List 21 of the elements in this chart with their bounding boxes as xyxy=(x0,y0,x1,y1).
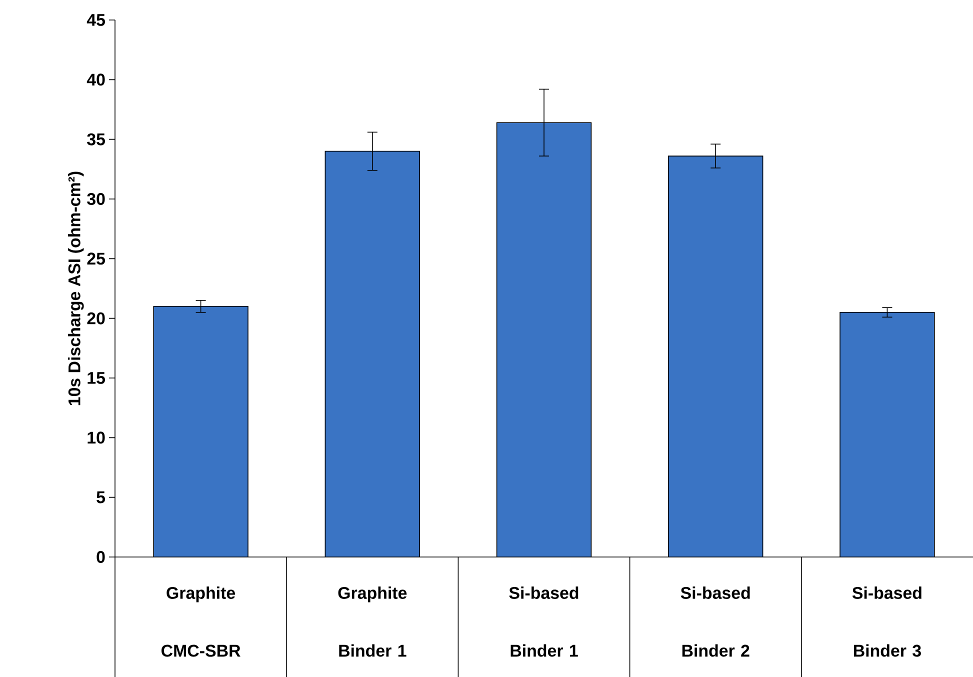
y-axis-title: 10s Discharge ASI (ohm-cm²) xyxy=(68,172,84,406)
bar xyxy=(840,312,935,557)
category-label: Si-based Binder 1 xyxy=(509,586,578,657)
bar xyxy=(496,122,592,557)
y-tick-label: 0 xyxy=(96,551,105,563)
y-tick-label: 45 xyxy=(86,14,106,26)
y-tick-label: 20 xyxy=(87,312,105,324)
bar xyxy=(153,306,248,557)
y-tick-label: 10 xyxy=(88,432,105,444)
bar xyxy=(324,150,420,557)
y-tick-label: 35 xyxy=(87,133,106,146)
category-label: Graphite Binder 1 xyxy=(338,586,407,657)
bar xyxy=(668,156,764,557)
category-label: Si-based Binder 3 xyxy=(852,586,922,657)
y-tick-label: 5 xyxy=(96,491,106,504)
y-tick-label: 15 xyxy=(88,372,106,384)
y-tick-label: 40 xyxy=(86,74,105,86)
category-label: Si-based Binder 2 xyxy=(680,586,750,657)
y-tick-label: 30 xyxy=(87,192,105,206)
category-label: Graphite CMC-SBR xyxy=(162,586,240,657)
y-tick-label: 25 xyxy=(87,252,106,265)
